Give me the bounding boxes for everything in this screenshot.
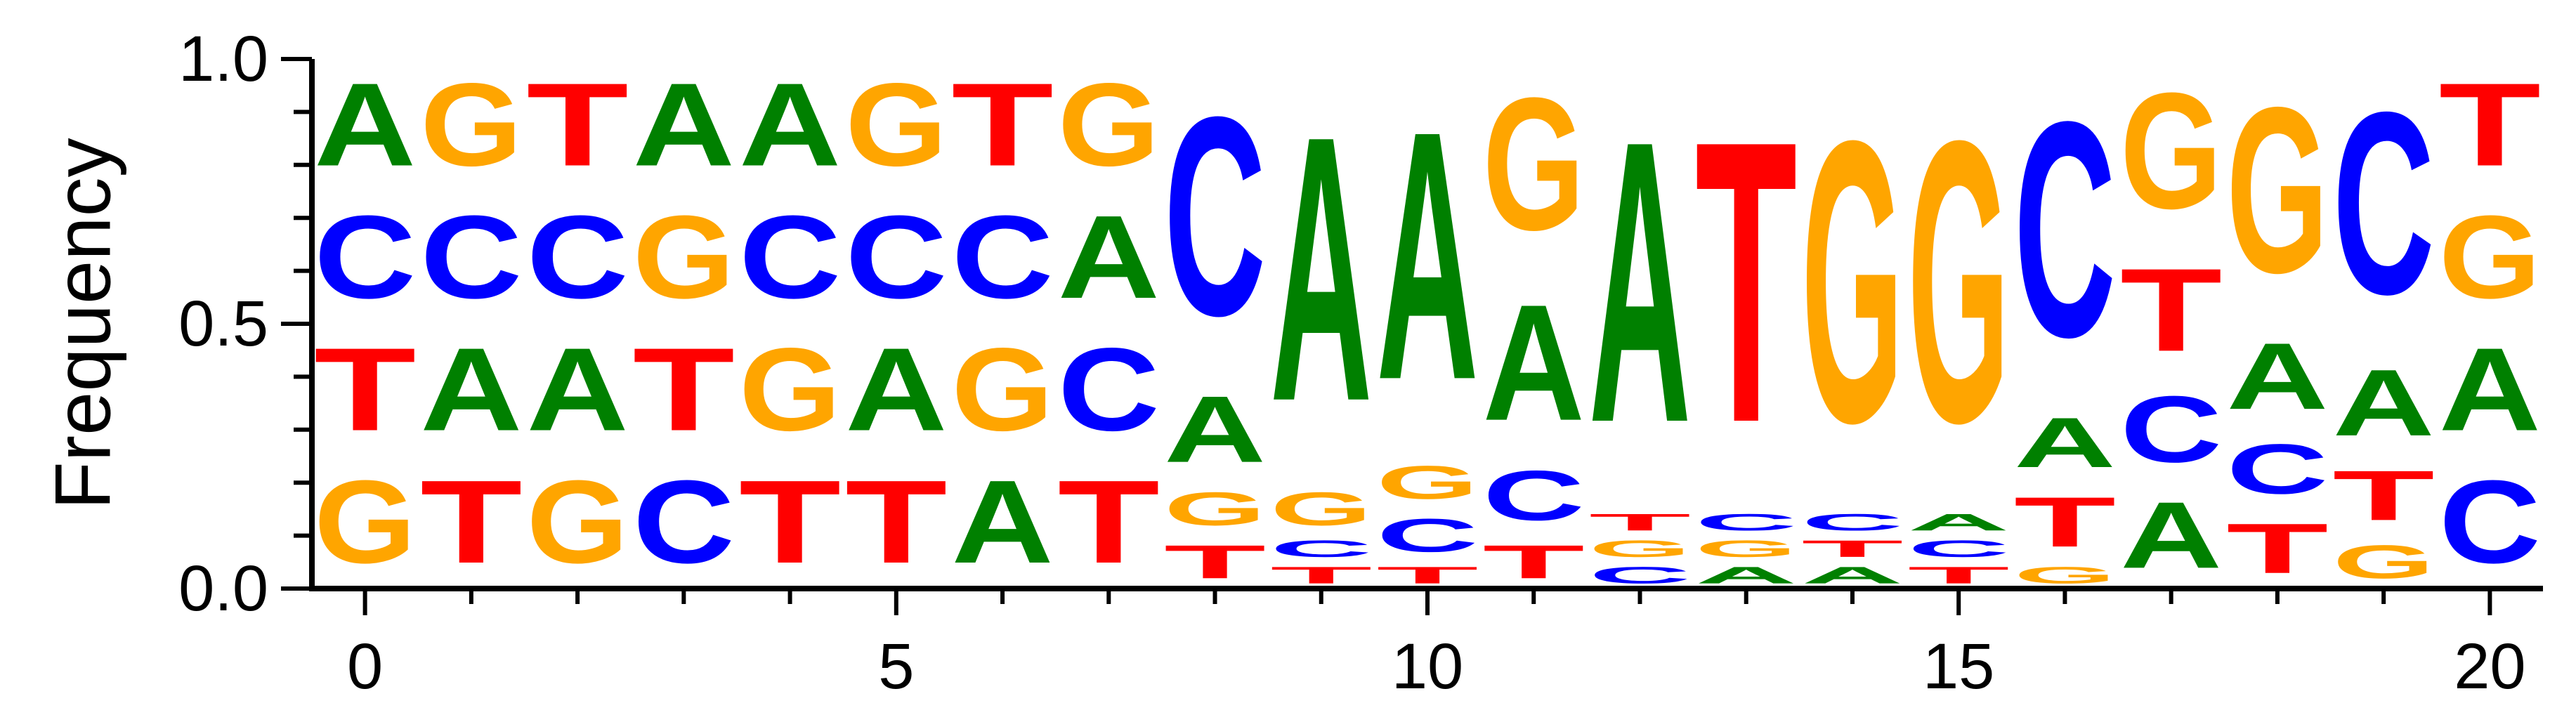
logo-letter-a: A	[2333, 350, 2435, 456]
logo-letter-a: A	[2226, 324, 2328, 429]
logo-letter-c: C	[1270, 536, 1372, 563]
logo-letter-a: A	[1908, 509, 2010, 536]
logo-letter-a: A	[2120, 483, 2222, 588]
logo-letter-c: C	[2333, 58, 2435, 349]
logo-letter-a: A	[1695, 562, 1797, 589]
x-tick-label: 0	[347, 631, 383, 702]
logo-letter-g: G	[1695, 536, 1797, 562]
logo-letter-g: G	[1483, 58, 1585, 270]
logo-letter-a: A	[1270, 58, 1372, 480]
logo-letter-t: T	[2226, 509, 2328, 589]
logo-letter-g: G	[633, 190, 735, 322]
y-tick-label: 1.0	[178, 23, 268, 95]
logo-letter-a: A	[2014, 403, 2116, 483]
logo-letter-g: G	[1270, 483, 1372, 535]
logo-letter-t: T	[1270, 562, 1372, 589]
logo-letter-a: A	[2439, 324, 2541, 456]
logo-letter-t: T	[1164, 536, 1266, 589]
logo-letter-a: A	[527, 324, 629, 456]
logo-letter-c: C	[2226, 429, 2328, 508]
logo-letter-a: A	[1483, 271, 1585, 456]
logo-letter-c: C	[951, 191, 1053, 323]
x-tick-label: 5	[878, 631, 914, 702]
logo-letter-c: C	[1695, 509, 1797, 536]
logo-letter-c: C	[1801, 509, 1903, 536]
logo-letter-a: A	[633, 59, 735, 191]
logo-letter-a: A	[951, 456, 1053, 588]
logo-letter-a: A	[420, 324, 522, 456]
y-tick-label: 0.5	[178, 288, 268, 360]
logo-letter-c: C	[1908, 536, 2010, 563]
logo-letter-c: C	[845, 191, 947, 323]
logo-letter-g: G	[420, 58, 522, 190]
logo-letter-t: T	[845, 456, 947, 588]
y-tick-label: 0.0	[178, 553, 268, 624]
logo-letter-a: A	[1164, 376, 1266, 482]
logo-letter-t: T	[1908, 562, 2010, 589]
logo-letter-c: C	[1589, 562, 1691, 589]
logo-letter-t: T	[2439, 58, 2541, 190]
logo-letter-t: T	[1058, 456, 1160, 588]
logo-letter-g: G	[2333, 535, 2435, 588]
logo-letter-t: T	[2333, 456, 2435, 535]
logo-letter-t: T	[1483, 536, 1585, 589]
logo-letter-t: T	[951, 58, 1053, 190]
logo-letter-g: G	[527, 455, 629, 587]
logo-letter-g: G	[2226, 58, 2328, 322]
logo-letter-c: C	[420, 191, 522, 323]
logo-letter-t: T	[527, 58, 629, 190]
x-tick-label: 10	[1392, 631, 1463, 702]
logo-letter-c: C	[527, 191, 629, 323]
logo-letter-c: C	[1164, 58, 1266, 375]
logo-letter-g: G	[1589, 536, 1691, 562]
logo-letter-t: T	[1695, 57, 1797, 506]
logo-letter-t: T	[314, 323, 416, 455]
logo-letter-t: T	[739, 456, 841, 588]
logo-letter-c: C	[1058, 324, 1160, 456]
x-tick-label: 15	[1923, 631, 1994, 702]
logo-letter-c: C	[2120, 376, 2222, 482]
logo-letter-t: T	[633, 323, 735, 455]
logo-letter-c: C	[2439, 456, 2541, 588]
logo-letter-t: T	[2120, 244, 2222, 376]
logo-letter-c: C	[739, 191, 841, 323]
logo-letters: GTCATACGGACTCTGATGCATACGAGCTTCAGTGACTCGA…	[314, 57, 2541, 589]
y-axis-title: Frequency	[39, 138, 127, 509]
logo-letter-a: A	[1801, 562, 1903, 589]
logo-letter-a: A	[1589, 57, 1691, 506]
logo-letter-t: T	[1589, 509, 1691, 536]
logo-letter-g: G	[1801, 58, 1903, 507]
logo-letter-c: C	[314, 191, 416, 323]
logo-letter-a: A	[739, 59, 841, 191]
x-axis-ticks: 0 5 10 15 20	[347, 589, 2526, 702]
logo-letter-g: G	[314, 455, 416, 587]
logo-letter-c: C	[1376, 508, 1478, 561]
logo-letter-g: G	[2014, 562, 2116, 588]
logo-letter-t: T	[2014, 483, 2116, 562]
logo-letter-c: C	[2014, 58, 2116, 401]
logo-letter-a: A	[1058, 191, 1160, 323]
logo-letter-c: C	[633, 456, 735, 588]
logo-letter-g: G	[1376, 456, 1478, 508]
logo-letter-c: C	[1483, 456, 1585, 535]
logo-letter-a: A	[1376, 58, 1478, 454]
logo-letter-g: G	[1058, 58, 1160, 190]
logo-letter-g: G	[1908, 58, 2010, 507]
logo-letter-g: G	[951, 323, 1053, 455]
logo-letter-g: G	[2120, 59, 2222, 244]
y-axis-ticks: 0.0 0.5 1.0	[178, 23, 312, 624]
logo-letter-a: A	[314, 59, 416, 191]
logo-letter-g: G	[845, 58, 947, 190]
logo-letter-g: G	[739, 323, 841, 455]
logo-letter-t: T	[1376, 562, 1478, 589]
logo-letter-g: G	[2439, 190, 2541, 322]
logo-letter-g: G	[1164, 483, 1266, 535]
x-tick-label: 20	[2454, 631, 2525, 702]
logo-letter-a: A	[845, 324, 947, 456]
logo-letter-t: T	[1801, 535, 1903, 562]
logo-letter-t: T	[420, 456, 522, 588]
